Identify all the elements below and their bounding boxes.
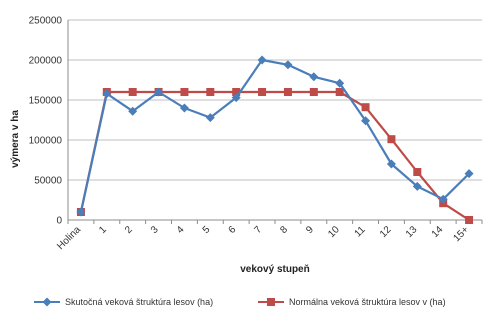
legend-item: Normálna veková štruktúra lesov v (ha)	[258, 297, 446, 307]
legend-item: Skutočná veková štruktúra lesov (ha)	[34, 297, 213, 307]
legend: Skutočná veková štruktúra lesov (ha) Norm…	[34, 297, 446, 307]
x-tick-label: 14	[430, 224, 446, 240]
x-tick-label: 15+	[451, 224, 471, 244]
x-tick-label: 8	[278, 224, 290, 236]
series-marker	[42, 297, 52, 307]
series-marker	[231, 93, 241, 103]
x-axis-title: vekový stupeň	[240, 264, 309, 275]
legend-label: Normálna veková štruktúra lesov v (ha)	[289, 297, 446, 307]
series-marker	[361, 103, 370, 112]
gridlines	[68, 19, 482, 181]
y-tick-label: 0	[56, 216, 62, 227]
series-marker	[438, 194, 448, 204]
series-marker	[413, 168, 422, 176]
x-tick-label: 6	[227, 224, 239, 236]
series-marker	[257, 55, 267, 65]
series-marker	[387, 135, 396, 144]
y-tick-label: 250000	[29, 16, 63, 27]
series-marker	[412, 181, 422, 191]
x-tick-label: 1	[97, 224, 109, 236]
series-marker	[206, 88, 215, 96]
series-marker	[232, 88, 241, 96]
x-tick-label: 12	[378, 224, 394, 240]
series-marker	[76, 207, 86, 217]
x-tick-label: 7	[252, 224, 264, 236]
series-line	[79, 90, 470, 221]
series-marker	[309, 88, 318, 96]
legend-label: Skutočná veková štruktúra lesov (ha)	[65, 297, 213, 307]
series-marker	[267, 298, 275, 306]
series-marker	[283, 88, 292, 96]
y-tick-label: 50000	[34, 176, 62, 187]
x-tick-label: 2	[123, 224, 135, 236]
y-tick-label: 150000	[29, 96, 63, 107]
x-tick-label: 5	[201, 224, 213, 236]
series-marker	[335, 78, 345, 88]
x-tick-label: 10	[326, 224, 342, 240]
x-tick-label: 11	[353, 224, 368, 239]
y-tick-label: 100000	[29, 136, 63, 147]
series-marker	[283, 60, 293, 70]
series-marker	[179, 103, 189, 113]
x-tick-label: 3	[149, 224, 161, 236]
series-marker	[102, 89, 112, 99]
series-marker	[309, 72, 319, 82]
x-tick-label: 9	[304, 224, 316, 236]
series-marker	[154, 87, 164, 97]
x-tick-label: Holina	[55, 224, 83, 252]
y-axis-title: výmera v ha	[10, 110, 21, 168]
series-marker	[464, 169, 474, 179]
x-tick-label: 13	[404, 224, 420, 240]
series-marker	[386, 159, 396, 169]
series-marker	[128, 106, 138, 116]
axes	[67, 20, 483, 224]
series-marker	[205, 113, 215, 123]
series-layer	[76, 55, 474, 224]
series-marker	[465, 216, 474, 224]
series-marker	[335, 88, 344, 96]
series-line	[79, 58, 470, 213]
series-marker	[258, 88, 267, 96]
series-group	[76, 55, 474, 217]
series-marker	[128, 88, 137, 96]
series-marker	[180, 88, 189, 96]
x-tick-label: 4	[175, 224, 187, 236]
series-marker	[361, 116, 371, 126]
y-tick-label: 200000	[29, 56, 63, 67]
